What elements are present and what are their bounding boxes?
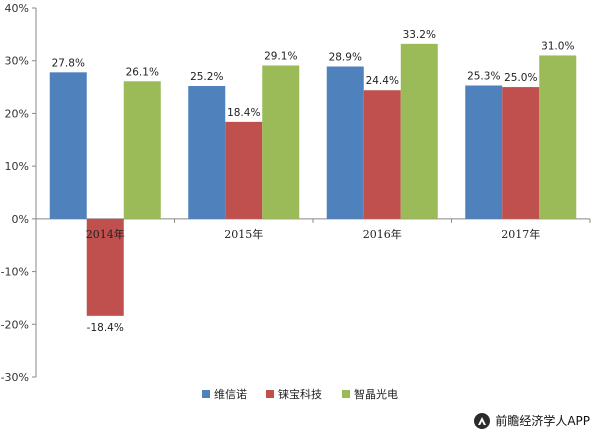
- data-label: 29.1%: [264, 50, 297, 62]
- y-tick-label: -30%: [1, 371, 29, 384]
- data-label: 25.3%: [467, 70, 500, 82]
- bar-2-1: [86, 218, 124, 316]
- x-category-label: 2014年: [86, 227, 125, 241]
- y-tick-label: 10%: [5, 160, 29, 173]
- data-label: 31.0%: [541, 40, 574, 52]
- footer-brand: 前瞻经济学人APP: [474, 412, 590, 429]
- data-label: 18.4%: [227, 107, 260, 119]
- data-label: 24.4%: [366, 75, 399, 87]
- qianzhan-logo-icon: [474, 412, 491, 429]
- bar-2-3: [363, 90, 401, 219]
- bar-1-1: [49, 72, 87, 219]
- x-category-label: 2015年: [224, 227, 263, 241]
- y-tick-label: 0%: [12, 213, 29, 226]
- y-tick-label: -20%: [1, 318, 29, 331]
- bar-2-4: [502, 87, 540, 219]
- bar-3-4: [539, 55, 577, 219]
- data-label: 25.2%: [190, 71, 223, 83]
- legend-swatch: [342, 390, 350, 398]
- bar-3-1: [123, 81, 161, 219]
- data-label: 25.0%: [504, 72, 537, 84]
- x-category-label: 2016年: [363, 227, 402, 241]
- bar-3-3: [400, 43, 438, 219]
- y-tick-label: 30%: [5, 55, 29, 68]
- data-label: 33.2%: [403, 29, 436, 41]
- footer-text: 前瞻经济学人APP: [495, 414, 590, 428]
- bar-1-4: [465, 85, 503, 219]
- chart-data-labels: 27.8% -18.4% 26.1% 2014年 25.2% 18.4% 29.1% 2015…: [52, 29, 575, 334]
- bar-1-3: [326, 66, 364, 219]
- chart-legend: 维信诺 铼宝科技 智晶光电: [202, 387, 398, 401]
- legend-swatch: [266, 390, 274, 398]
- y-tick-label: 20%: [5, 107, 29, 120]
- legend-swatch: [202, 390, 210, 398]
- bar-1-2: [188, 86, 226, 219]
- data-label: -18.4%: [87, 322, 124, 334]
- chart-bars: [49, 43, 577, 316]
- data-label: 27.8%: [52, 57, 85, 69]
- bar-2-2: [225, 121, 263, 219]
- bar-3-2: [262, 65, 300, 219]
- data-label: 26.1%: [126, 66, 159, 78]
- data-label: 28.9%: [329, 52, 362, 64]
- legend-label: 维信诺: [214, 388, 247, 401]
- legend-label: 铼宝科技: [278, 387, 322, 401]
- x-category-label: 2017年: [501, 227, 540, 241]
- y-tick-label: -10%: [1, 266, 29, 279]
- y-tick-label: 40%: [5, 2, 29, 15]
- legend-label: 智晶光电: [354, 387, 398, 401]
